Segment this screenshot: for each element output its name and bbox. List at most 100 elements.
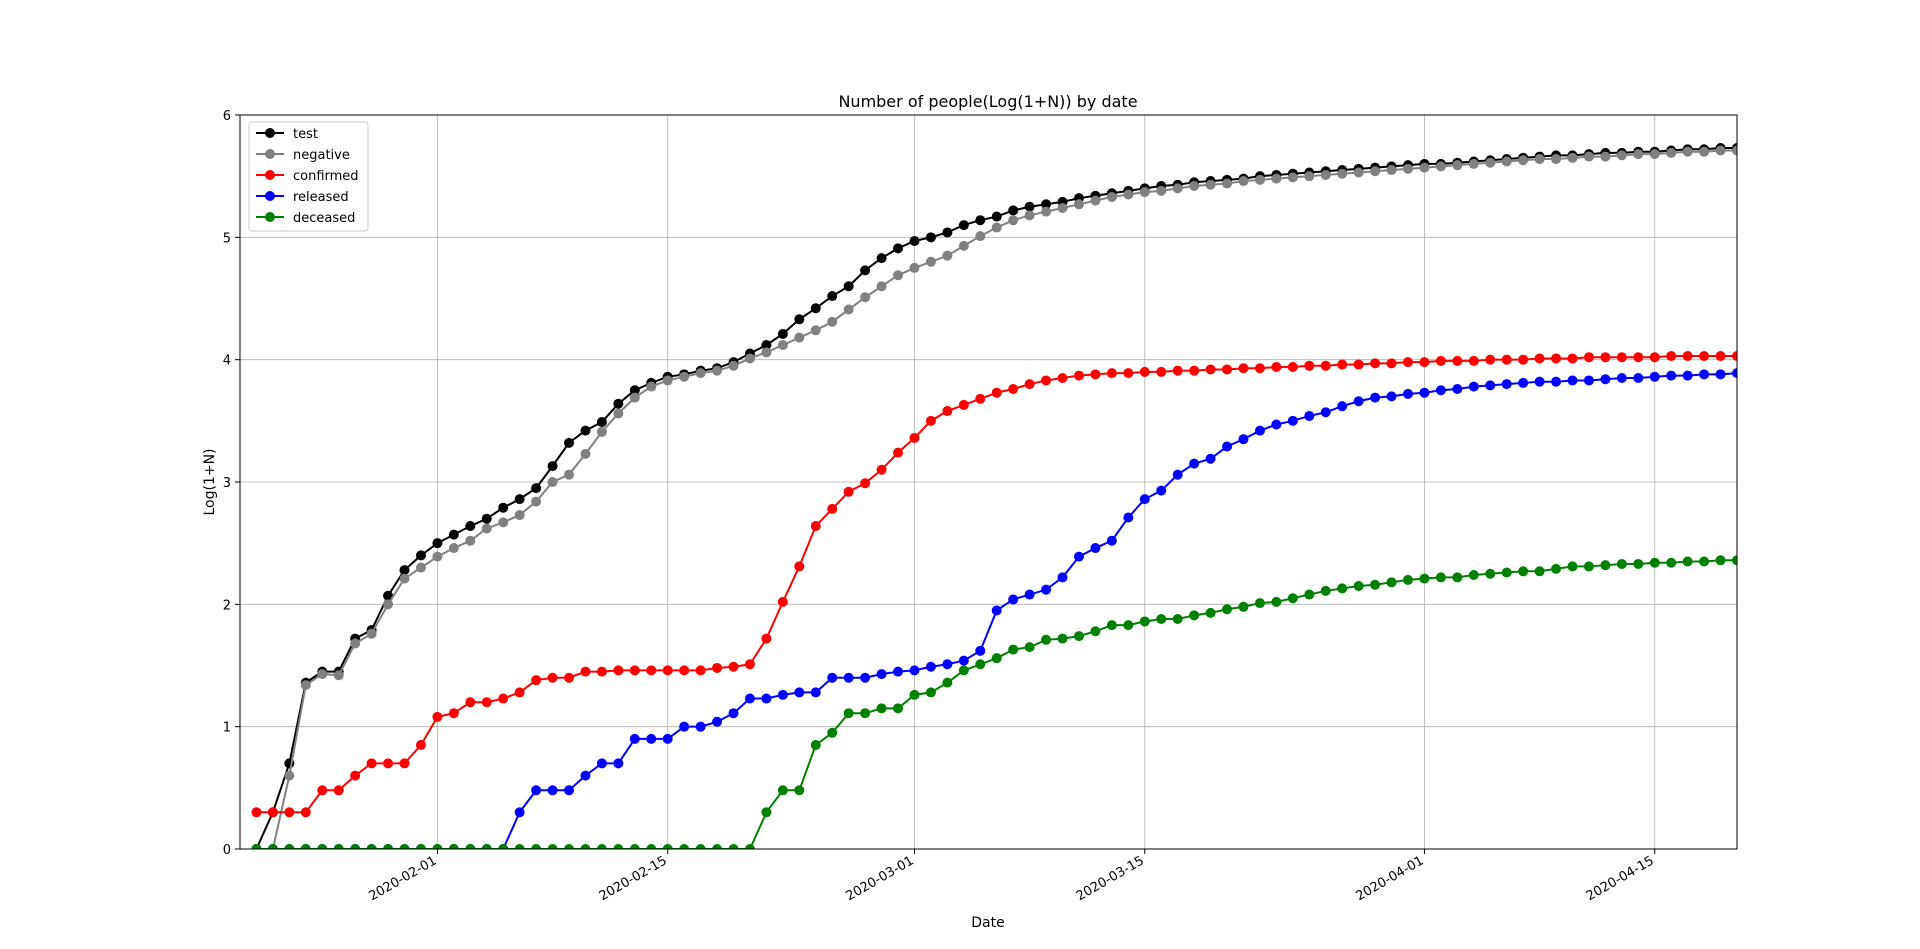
data-point-negative (1057, 202, 1068, 213)
data-point-confirmed (1222, 364, 1233, 375)
data-point-deceased (1370, 579, 1381, 590)
data-point-negative (547, 477, 558, 487)
data-point-deceased (1222, 604, 1233, 615)
legend: test negative confirmed released deceased (248, 121, 369, 232)
data-point-deceased (991, 653, 1002, 664)
data-point-deceased (1600, 560, 1611, 571)
data-point-negative (1041, 206, 1052, 217)
data-point-deceased (744, 844, 755, 849)
data-point-deceased (1024, 642, 1035, 653)
data-point-negative (1238, 176, 1249, 187)
data-point-deceased (498, 844, 509, 849)
data-point-negative (1715, 145, 1726, 156)
data-point-confirmed (415, 740, 426, 751)
data-point-released (1090, 543, 1101, 554)
data-point-negative (448, 543, 459, 554)
data-point-confirmed (794, 561, 805, 572)
data-point-test (975, 215, 986, 226)
data-point-test (498, 502, 509, 513)
data-point-negative (1386, 165, 1397, 176)
data-point-negative (415, 562, 426, 573)
data-point-test (399, 565, 410, 576)
data-point-negative (300, 680, 311, 691)
data-point-deceased (1172, 614, 1183, 625)
data-point-confirmed (596, 666, 607, 677)
data-point-deceased (1682, 556, 1693, 567)
data-point-negative (580, 448, 591, 459)
data-point-released (1551, 376, 1562, 387)
data-point-released (1189, 458, 1200, 469)
plot-area (251, 143, 1737, 849)
data-point-negative (1073, 199, 1084, 210)
data-point-deceased (1057, 633, 1068, 644)
data-point-confirmed (1123, 368, 1134, 379)
data-point-negative (1189, 180, 1200, 191)
data-point-negative (646, 381, 657, 392)
data-point-confirmed (1600, 352, 1611, 363)
data-point-deceased (531, 844, 542, 849)
data-point-released (909, 665, 920, 676)
data-point-deceased (1534, 566, 1545, 577)
data-point-test (415, 550, 426, 561)
data-point-deceased (1402, 574, 1413, 585)
data-point-negative (1501, 156, 1512, 167)
data-point-released (1073, 551, 1084, 562)
data-point-confirmed (1041, 375, 1052, 386)
data-point-released (1666, 370, 1677, 381)
data-point-confirmed (1337, 359, 1348, 370)
data-point-confirmed (1452, 355, 1463, 366)
data-point-released (744, 693, 755, 704)
data-point-test (925, 232, 936, 243)
data-point-released (695, 721, 706, 732)
data-point-deceased (1320, 585, 1331, 596)
data-point-deceased (1287, 593, 1298, 604)
data-point-test (843, 281, 854, 292)
data-point-negative (1485, 157, 1496, 168)
data-point-test (942, 227, 953, 238)
data-point-deceased (893, 703, 904, 714)
data-point-released (1649, 371, 1660, 382)
data-point-deceased (1106, 620, 1117, 631)
data-point-test (860, 265, 871, 276)
data-point-negative (350, 638, 361, 649)
data-point-released (1583, 375, 1594, 386)
data-point-negative (317, 669, 328, 680)
data-point-released (1534, 376, 1545, 387)
y-tick-label: 6 (223, 109, 231, 124)
data-point-confirmed (662, 665, 673, 676)
data-point-negative (876, 281, 887, 292)
data-point-released (794, 687, 805, 698)
data-point-deceased (1337, 583, 1348, 594)
data-point-released (596, 758, 607, 769)
data-point-test (777, 328, 788, 339)
data-point-confirmed (975, 393, 986, 404)
data-point-confirmed (267, 807, 278, 818)
data-point-confirmed (1254, 363, 1265, 374)
data-point-confirmed (810, 521, 821, 532)
data-point-released (1633, 373, 1644, 384)
data-point-deceased (646, 844, 657, 849)
data-point-released (679, 721, 690, 732)
data-point-confirmed (1419, 357, 1430, 368)
data-point-negative (1452, 160, 1463, 171)
data-point-confirmed (1205, 364, 1216, 375)
data-point-deceased (909, 689, 920, 700)
data-point-released (1172, 469, 1183, 480)
data-point-released (531, 785, 542, 796)
data-point-negative (975, 231, 986, 242)
data-point-negative (1534, 154, 1545, 165)
data-point-negative (366, 628, 377, 639)
data-point-negative (596, 426, 607, 437)
data-point-deceased (1123, 620, 1134, 631)
data-point-confirmed (531, 675, 542, 686)
data-point-deceased (1139, 616, 1150, 627)
data-point-released (580, 770, 591, 781)
data-point-negative (777, 339, 788, 350)
data-point-negative (481, 523, 492, 534)
data-point-confirmed (399, 758, 410, 769)
data-point-released (1041, 584, 1052, 595)
data-point-negative (991, 222, 1002, 233)
data-point-negative (1090, 195, 1101, 206)
data-point-released (1156, 485, 1167, 496)
data-point-negative (498, 517, 509, 528)
